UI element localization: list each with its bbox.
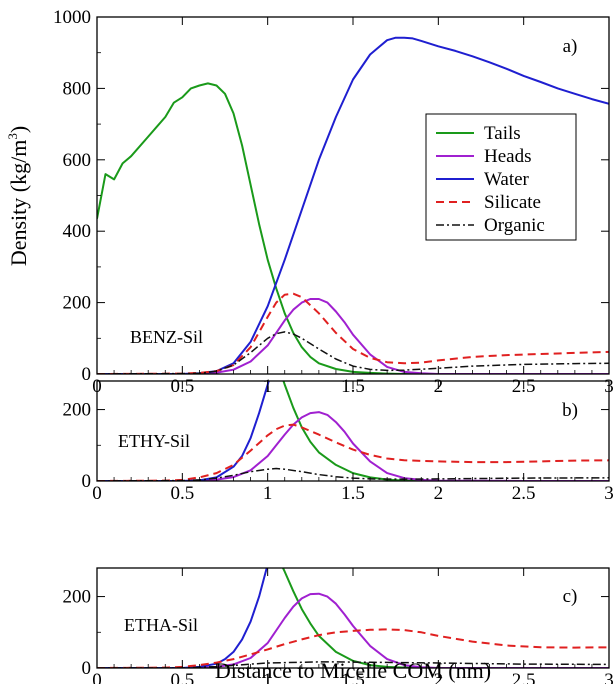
y-axis-title: Density (kg/m3): [5, 126, 31, 266]
x-tick-label-c-2: 1: [263, 670, 273, 684]
sample-label-c: ETHA-Sil: [124, 615, 198, 635]
series-line-silicate-c: [97, 628, 609, 668]
x-tick-label-c-4: 2: [434, 670, 444, 684]
panel-b-ethy-sil: 0 0.5 1 1.5 2 2.5 3 0 200 b) ETHY-Sil: [63, 380, 614, 504]
legend-label-water: Water: [484, 169, 530, 190]
y-tick-label-c-1: 200: [63, 587, 92, 608]
series-line-organic-a: [97, 331, 609, 374]
panel-tag-a: a): [563, 36, 578, 57]
y-tick-label-a-5: 1000: [53, 7, 91, 28]
x-tick-label-c-0: 0: [92, 670, 102, 684]
y-tick-label-c-0: 0: [82, 658, 92, 679]
x-tick-label-c-5: 2.5: [512, 670, 536, 684]
x-tick-label-b-4: 2: [434, 483, 444, 504]
panel-tag-c: c): [563, 586, 578, 607]
y-axis-title-close: ): [6, 126, 31, 133]
y-tick-label-b-1: 200: [63, 400, 92, 421]
legend-label-organic: Organic: [484, 215, 545, 236]
series-line-tails-c: [281, 568, 609, 668]
series-line-organic-c: [97, 661, 609, 668]
x-tick-label-b-1: 0.5: [170, 483, 194, 504]
series-line-tails-b: [282, 381, 609, 481]
series-line-water-a: [97, 36, 609, 374]
x-axis-title: Distance to Micelle COM (nm): [215, 658, 491, 683]
x-tick-label-c-1: 0.5: [170, 670, 194, 684]
legend: Tails Heads Water Silicate Organic: [425, 113, 577, 241]
x-tick-label-b-5: 2.5: [512, 483, 536, 504]
x-tick-label-b-3: 1.5: [341, 483, 365, 504]
series-line-silicate-b: [97, 423, 609, 481]
y-tick-label-a-3: 600: [63, 150, 92, 171]
legend-label-tails: Tails: [484, 123, 521, 144]
sample-label-b: ETHY-Sil: [118, 431, 190, 451]
x-tick-label-c-3: 1.5: [341, 670, 365, 684]
legend-label-silicate: Silicate: [484, 192, 541, 213]
x-tick-label-b-0: 0: [92, 483, 102, 504]
x-tick-label-b-6: 3: [604, 483, 614, 504]
y-tick-label-a-2: 400: [63, 221, 92, 242]
y-tick-label-a-4: 800: [63, 78, 92, 99]
series-line-heads-b: [97, 411, 609, 481]
panel-tag-b: b): [562, 400, 578, 421]
y-tick-label-b-0: 0: [82, 471, 92, 492]
y-tick-label-a-0: 0: [82, 364, 92, 385]
panel-c-etha-sil: 0 0.5 1 1.5 2 2.5 3 0 200 c) ETHA-Sil: [63, 567, 614, 684]
series-line-water-b: [97, 381, 270, 481]
x-tick-label-b-2: 1: [263, 483, 273, 504]
series-line-heads-c: [97, 592, 609, 668]
y-axis-title-main: Density (kg/m: [6, 140, 31, 267]
legend-frame: [425, 113, 577, 241]
series-line-organic-b: [97, 467, 609, 481]
legend-label-heads: Heads: [484, 146, 531, 167]
x-tick-label-c-6: 3: [604, 670, 614, 684]
sample-label-a: BENZ-Sil: [130, 327, 203, 347]
series-line-heads-a: [97, 298, 609, 374]
y-axis-title-exponent: 3: [5, 133, 20, 140]
y-tick-label-a-1: 200: [63, 293, 92, 314]
